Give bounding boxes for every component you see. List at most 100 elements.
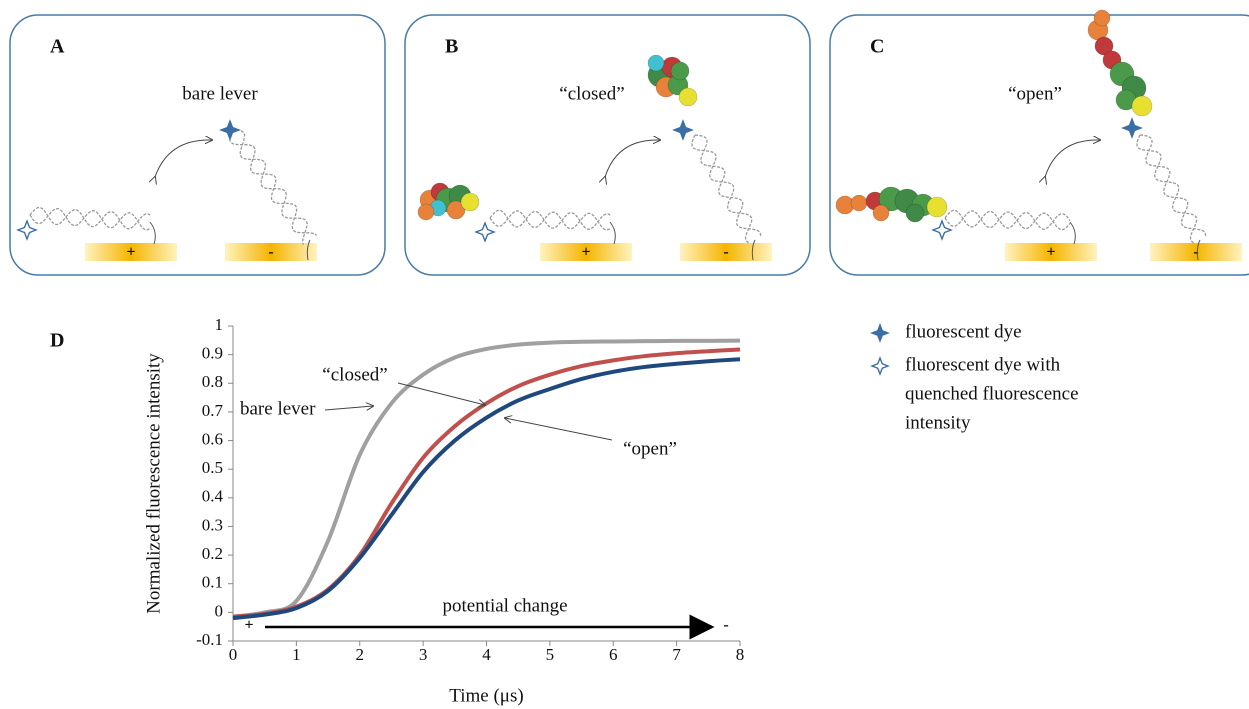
dye-star <box>1121 117 1143 139</box>
dna-strand <box>944 210 1071 231</box>
x-tick-label: 2 <box>356 645 365 664</box>
electrode-sign: + <box>581 244 590 261</box>
protein <box>872 204 890 222</box>
y-tick-label: 0.7 <box>202 401 224 420</box>
dye-star <box>870 323 890 343</box>
dna-strand <box>1136 134 1198 244</box>
x-tick-label: 7 <box>672 645 681 664</box>
label-arrow <box>324 406 373 410</box>
curve <box>232 338 741 619</box>
panel-label: A <box>50 36 65 58</box>
dye-star <box>672 119 694 141</box>
protein <box>460 192 480 212</box>
protein <box>850 194 868 212</box>
curve <box>232 347 741 619</box>
legend-text: intensity <box>905 412 971 433</box>
annotation: + <box>244 617 253 634</box>
protein <box>678 87 698 107</box>
quenched-dye-star <box>16 219 38 241</box>
dna-strand <box>29 206 151 230</box>
panel-caption: bare lever <box>182 83 258 104</box>
dye-star <box>219 119 241 141</box>
y-tick-label: 0.9 <box>202 344 223 363</box>
dna-strand <box>489 209 611 230</box>
quenched-dye-star <box>474 221 496 243</box>
protein <box>670 61 690 81</box>
quenched-dye-star <box>931 219 953 241</box>
y-tick-label: 1 <box>215 315 224 334</box>
electrode <box>225 243 317 261</box>
electrode-sign: - <box>268 244 273 261</box>
electrode <box>540 243 632 261</box>
x-tick-label: 4 <box>482 645 491 664</box>
legend-text: fluorescent dye with <box>905 354 1061 375</box>
panel-label: C <box>870 36 884 58</box>
annotation: - <box>723 617 728 634</box>
motion-arrow <box>155 140 212 177</box>
protein <box>446 200 466 220</box>
electrode <box>1150 243 1242 261</box>
annotation: potential change <box>442 595 567 616</box>
dna-strand <box>232 129 308 245</box>
panel-frame <box>9 14 386 276</box>
y-tick-label: 0.6 <box>202 429 223 448</box>
electrode-sign: + <box>1046 244 1055 261</box>
x-tick-label: 8 <box>736 645 745 664</box>
x-axis-label: Time (μs) <box>449 685 523 706</box>
curve-label: “open” <box>623 438 677 459</box>
tether <box>609 221 756 261</box>
dna-strand <box>691 134 753 244</box>
motion-arrow <box>605 140 660 177</box>
protein <box>417 203 435 221</box>
protein <box>926 196 948 218</box>
panel-label: D <box>50 330 64 352</box>
dna-strand <box>29 207 150 231</box>
protein <box>647 54 665 72</box>
label-arrow <box>397 382 485 405</box>
y-tick-label: 0.4 <box>202 487 224 506</box>
x-tick-label: 6 <box>609 645 618 664</box>
curve <box>232 357 741 621</box>
curve-label: bare lever <box>240 398 316 419</box>
protein <box>1094 36 1114 56</box>
y-tick-label: 0.2 <box>202 544 223 563</box>
electrode-sign: - <box>723 244 728 261</box>
dna-strand <box>694 134 762 237</box>
x-tick-label: 1 <box>292 645 301 664</box>
y-tick-label: -0.1 <box>196 630 223 649</box>
tether <box>149 221 311 261</box>
protein <box>1131 95 1153 117</box>
y-tick-label: 0.8 <box>202 372 223 391</box>
x-tick-label: 5 <box>546 645 555 664</box>
legend-text: fluorescent dye <box>905 321 1022 342</box>
x-tick-label: 0 <box>229 645 238 664</box>
y-tick-label: 0.1 <box>202 573 223 592</box>
x-tick-label: 3 <box>419 645 428 664</box>
y-tick-label: 0.5 <box>202 458 223 477</box>
motion-arrow <box>1045 140 1100 177</box>
protein <box>905 203 925 223</box>
panel-label: B <box>445 36 458 58</box>
panel-caption: “open” <box>1008 83 1062 104</box>
panel-frame <box>829 14 1249 276</box>
panel-frame <box>404 14 811 276</box>
y-tick-label: 0.3 <box>202 515 223 534</box>
tether <box>1069 221 1201 261</box>
quenched-dye-star <box>870 356 890 376</box>
electrode-sign: - <box>1193 244 1198 261</box>
label-arrow <box>505 418 613 441</box>
legend-text: quenched fluorescence <box>905 383 1079 404</box>
dna-strand <box>1139 134 1207 237</box>
dna-strand <box>944 209 1071 230</box>
panel-caption: “closed” <box>559 83 624 104</box>
y-tick-label: 0 <box>215 601 224 620</box>
protein <box>1093 9 1111 27</box>
electrode <box>680 243 772 261</box>
y-axis-label: Normalized fluorescence intensity <box>143 353 164 614</box>
electrode <box>1005 243 1097 261</box>
curve-label: “closed” <box>322 364 387 385</box>
dna-strand <box>229 129 317 236</box>
electrode <box>85 243 177 261</box>
dna-strand <box>489 210 611 231</box>
